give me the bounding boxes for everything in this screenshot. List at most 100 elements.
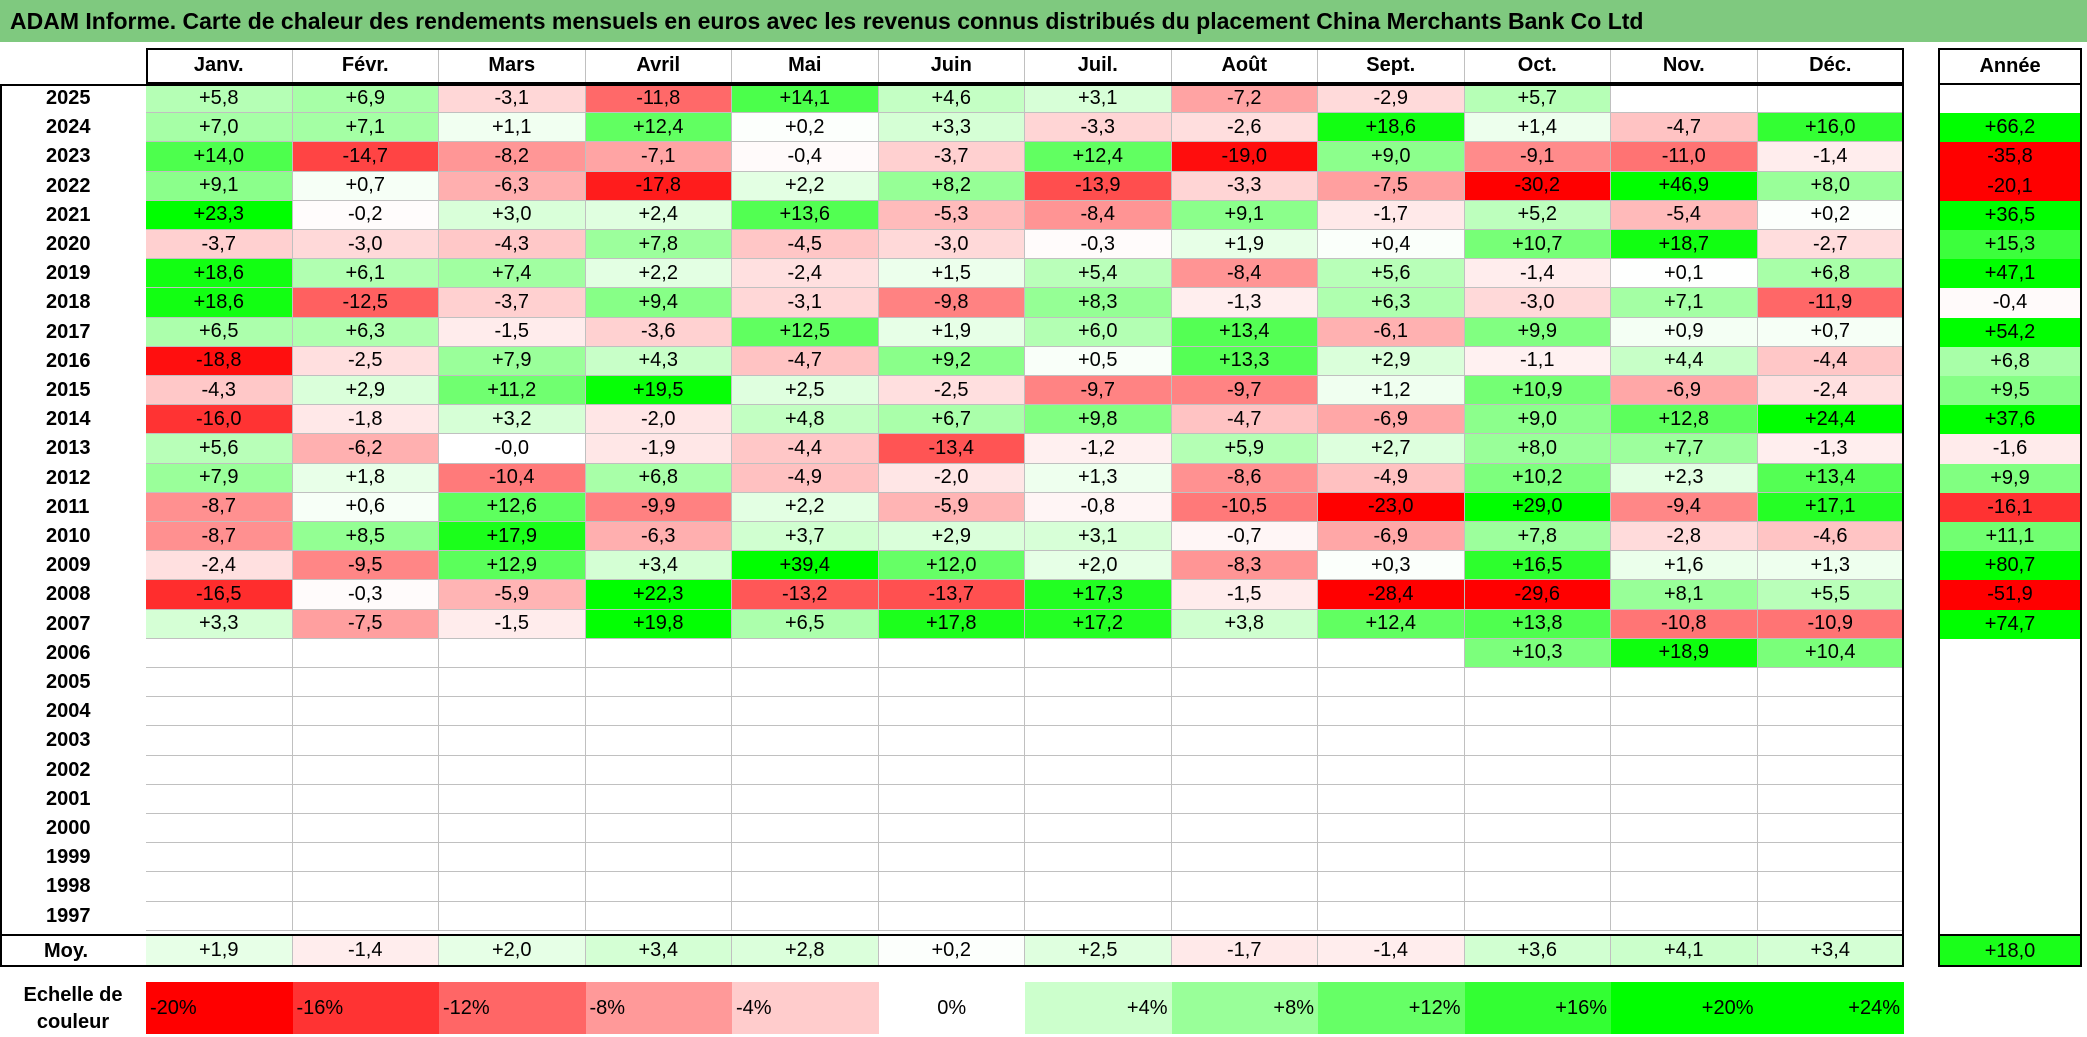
heatmap-cell (732, 784, 879, 814)
heatmap-cell (1171, 901, 1318, 931)
heatmap-cell (1025, 726, 1172, 756)
heatmap-cell (1318, 668, 1465, 698)
heatmap-cell: +12,0 (878, 551, 1025, 581)
heatmap-cell (585, 784, 732, 814)
heatmap-cell (146, 901, 293, 931)
heatmap-cell: +1,6 (1611, 551, 1758, 581)
heatmap-cell (1025, 814, 1172, 844)
heatmap-cell: -1,8 (292, 405, 439, 435)
heatmap-cell: +2,3 (1611, 463, 1758, 493)
heatmap-cell: +1,4 (1464, 113, 1611, 143)
heatmap-cell (1757, 755, 1904, 785)
year-label: 2017 (46, 320, 91, 343)
annual-cell: +54,2 (1938, 317, 2082, 347)
heatmap-cell (292, 784, 439, 814)
heatmap-cell: -8,6 (1171, 463, 1318, 493)
year-label: 2016 (46, 349, 91, 372)
heatmap-cell: +12,8 (1611, 405, 1758, 435)
average-cell: +3,4 (1757, 935, 1904, 967)
heatmap-cell: -7,5 (1318, 171, 1465, 201)
heatmap-cell: +1,8 (292, 463, 439, 493)
year-label: 2025 (46, 87, 91, 110)
heatmap-cell (732, 901, 879, 931)
heatmap-cell (1318, 843, 1465, 873)
heatmap-cell: -0,2 (292, 200, 439, 230)
heatmap-cell: +6,8 (585, 463, 732, 493)
heatmap-cell: -2,4 (732, 259, 879, 289)
annual-cell: -1,6 (1938, 434, 2082, 464)
heatmap-cell: +12,9 (439, 551, 586, 581)
heatmap-cell: -9,1 (1464, 142, 1611, 172)
heatmap-cell: +14,1 (732, 84, 879, 114)
heatmap-cell: +23,3 (146, 200, 293, 230)
heatmap-cell (1611, 697, 1758, 727)
heatmap-cell: +11,2 (439, 376, 586, 406)
annual-cell (1938, 638, 2082, 668)
heatmap-cell: +4,3 (585, 346, 732, 376)
heatmap-cell: -13,7 (878, 580, 1025, 610)
heatmap-cell: +13,8 (1464, 609, 1611, 639)
heatmap-cell: +10,7 (1464, 230, 1611, 260)
heatmap-cell: +2,4 (585, 200, 732, 230)
heatmap-cell (1318, 872, 1465, 902)
heatmap-cell (146, 697, 293, 727)
year-column-header: Année (1979, 54, 2041, 77)
year-label: 1999 (46, 846, 91, 869)
heatmap-cell (292, 755, 439, 785)
heatmap-cell: -4,4 (732, 434, 879, 464)
average-cell: +0,2 (878, 935, 1025, 967)
heatmap-cell: +2,9 (878, 522, 1025, 552)
heatmap-cell: -7,1 (585, 142, 732, 172)
heatmap-cell: -2,4 (1757, 376, 1904, 406)
year-label: 1998 (46, 875, 91, 898)
heatmap-cell: +8,5 (292, 522, 439, 552)
heatmap-cell: -8,4 (1025, 200, 1172, 230)
annual-cell: +80,7 (1938, 551, 2082, 581)
annual-cell (1938, 814, 2082, 844)
heatmap-cell: -3,1 (439, 84, 586, 114)
annual-cell: +36,5 (1938, 200, 2082, 230)
heatmap-cell: +2,2 (585, 259, 732, 289)
heatmap-cell: +5,8 (146, 84, 293, 114)
heatmap-cell (1464, 726, 1611, 756)
heatmap-cell: +0,7 (292, 171, 439, 201)
heatmap-cell (439, 872, 586, 902)
year-label: 2015 (46, 379, 91, 402)
year-label: 2022 (46, 174, 91, 197)
annual-cell: +9,9 (1938, 463, 2082, 493)
heatmap-cell: -13,4 (878, 434, 1025, 464)
heatmap-cell (1171, 843, 1318, 873)
heatmap-cell: -13,9 (1025, 171, 1172, 201)
heatmap-cell: -4,5 (732, 230, 879, 260)
heatmap-cell: +0,4 (1318, 230, 1465, 260)
heatmap-cell: +4,6 (878, 84, 1025, 114)
average-cell: -1,4 (1318, 935, 1465, 967)
heatmap-cell: +2,9 (1318, 346, 1465, 376)
heatmap-cell: -12,5 (292, 288, 439, 318)
annual-cell (1938, 755, 2082, 785)
heatmap-cell: -3,0 (878, 230, 1025, 260)
year-label: 2004 (46, 700, 91, 723)
heatmap-cell: -8,3 (1171, 551, 1318, 581)
average-label: Moy. (44, 939, 89, 962)
heatmap-cell: +3,7 (732, 522, 879, 552)
heatmap-cell (585, 726, 732, 756)
annual-cell (1938, 843, 2082, 873)
year-label: 2021 (46, 203, 91, 226)
heatmap-cell (1025, 697, 1172, 727)
heatmap-cell (878, 901, 1025, 931)
heatmap-cell: +9,0 (1318, 142, 1465, 172)
heatmap-cell: +1,2 (1318, 376, 1465, 406)
heatmap-cell (732, 872, 879, 902)
heatmap-cell: -2,4 (146, 551, 293, 581)
heatmap-cell: +6,1 (292, 259, 439, 289)
heatmap-cell: -1,3 (1757, 434, 1904, 464)
heatmap-cell: -3,1 (732, 288, 879, 318)
annual-cell: +11,1 (1938, 522, 2082, 552)
heatmap-cell: +6,3 (1318, 288, 1465, 318)
heatmap-cell: +2,2 (732, 171, 879, 201)
average-cell: +2,5 (1025, 935, 1172, 967)
heatmap-cell: -6,1 (1318, 317, 1465, 347)
heatmap-cell (1611, 901, 1758, 931)
heatmap-cell: -8,7 (146, 492, 293, 522)
